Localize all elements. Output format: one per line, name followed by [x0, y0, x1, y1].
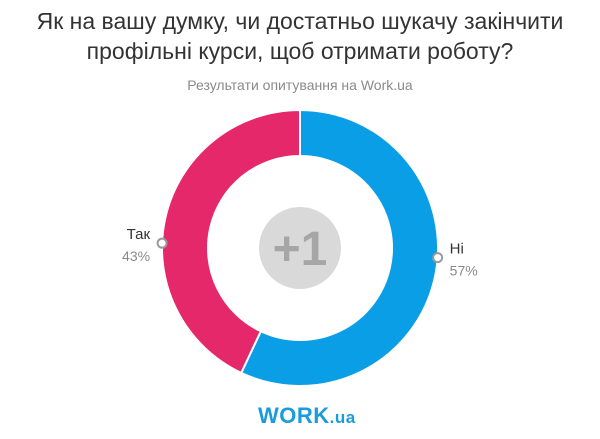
- chart-title-line-1: Як на вашу думку, чи достатньо шукачу за…: [36, 8, 564, 34]
- slice-tak[interactable]: [161, 108, 301, 375]
- logo-suffix-text: .ua: [329, 408, 356, 427]
- slice-ni[interactable]: [239, 108, 439, 387]
- work-ua-logo: WORK.ua: [258, 403, 356, 429]
- chart-title: Як на вашу думку, чи достатньо шукачу за…: [0, 6, 600, 66]
- logo-main-text: WORK: [258, 403, 330, 428]
- chart-title-line-2: профільні курси, щоб отримати роботу?: [86, 38, 514, 64]
- plus-one-icon: [259, 207, 341, 289]
- slice-value-ni: 57%: [450, 263, 478, 279]
- plus-one-icon-text: +1: [273, 223, 328, 276]
- slice-label-ni: Ні: [450, 241, 464, 258]
- chart-subtitle: Результати опитування на Work.ua: [187, 77, 413, 93]
- slice-value-tak: 43%: [122, 248, 150, 264]
- slice-label-tak: Так: [127, 226, 151, 243]
- label-marker-ni: [432, 252, 444, 264]
- label-marker-tak: [156, 237, 168, 249]
